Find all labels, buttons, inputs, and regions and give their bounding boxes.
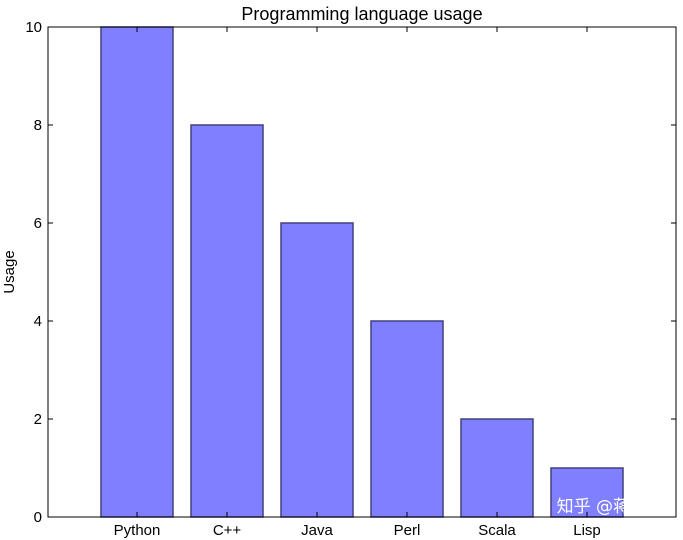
x-tick-label: Java [301,522,333,539]
bar-lisp [550,467,624,518]
chart-title: Programming language usage [241,4,482,24]
bars-layer [100,26,624,518]
x-tick-label: Scala [478,522,516,539]
x-tick-label: Python [114,522,161,539]
y-tick-label: 0 [34,509,42,526]
bar-scala [460,418,534,518]
bar-python [100,26,174,518]
y-tick-label: 8 [34,117,42,134]
x-tick-label: C++ [213,522,242,539]
y-tick-label: 10 [25,19,42,36]
y-tick-label: 6 [34,215,42,232]
y-tick-label: 2 [34,411,42,428]
plot-frame [47,26,677,518]
y-tick-label: 4 [34,313,42,330]
ticks-layer: Python C++ Java Perl Scala Lisp 0 2 4 6 8 10 [25,19,676,539]
bar-perl [370,320,444,518]
y-axis-label: Usage [1,250,18,293]
bar-java [280,222,354,518]
x-tick-label: Perl [394,522,421,539]
x-tick-label: Lisp [573,522,601,539]
bar-cpp [190,124,264,518]
watermark-text: 知乎 @蒋红旭 [557,497,664,517]
